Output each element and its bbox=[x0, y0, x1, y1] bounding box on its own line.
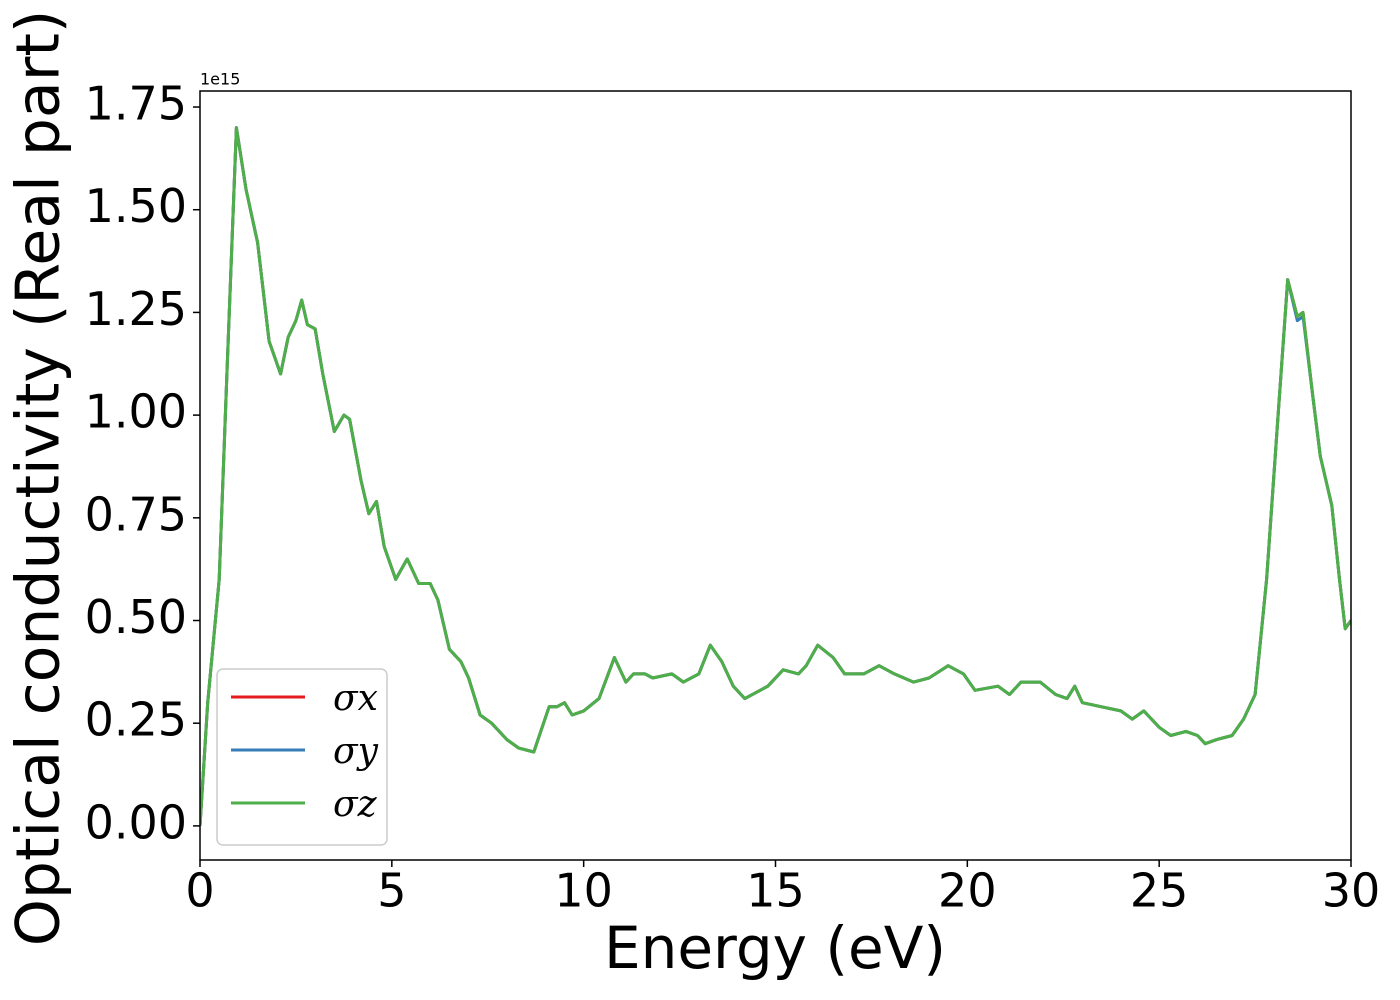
x-tick-label: 5 bbox=[377, 864, 406, 918]
plot-frame bbox=[199, 90, 1352, 861]
x-tick-label: 20 bbox=[938, 864, 997, 918]
series-line bbox=[200, 126, 1351, 826]
y-axis-label: Optical conductivity (Real part) bbox=[4, 10, 74, 947]
y-tick-label: 1.25 bbox=[85, 282, 187, 336]
y-tick-label: 0.50 bbox=[85, 590, 187, 644]
legend-label: σx bbox=[333, 678, 378, 719]
y-tick-label: 0.75 bbox=[85, 487, 187, 541]
legend-frame bbox=[216, 668, 388, 846]
y-tick-label: 0.00 bbox=[85, 795, 187, 849]
x-tick-label: 25 bbox=[1130, 864, 1189, 918]
x-axis-label: Energy (eV) bbox=[604, 914, 946, 982]
y-tick-label: 0.25 bbox=[85, 693, 187, 747]
y-tick-label: 1.50 bbox=[85, 179, 187, 233]
legend-label: σz bbox=[333, 784, 378, 825]
legend-label: σy bbox=[333, 731, 379, 772]
y-tick-label: 1.75 bbox=[85, 77, 187, 131]
x-tick-label: 15 bbox=[746, 864, 805, 918]
x-tick-label: 30 bbox=[1322, 864, 1381, 918]
y-tick-label: 1.00 bbox=[85, 385, 187, 439]
y-offset-label: 1e15 bbox=[200, 70, 240, 89]
x-tick-label: 0 bbox=[185, 864, 214, 918]
x-tick-label: 10 bbox=[554, 864, 613, 918]
